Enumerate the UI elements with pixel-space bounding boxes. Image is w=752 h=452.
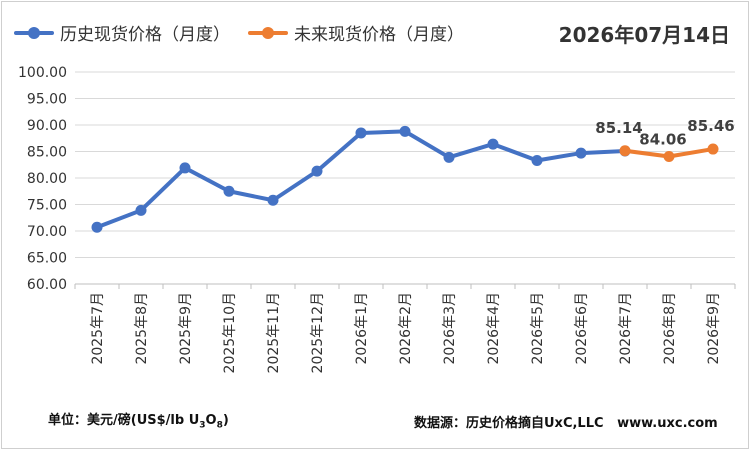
unit-sub-8: 8 (216, 420, 223, 431)
data-point-historical (135, 204, 147, 216)
x-tick-label: 2025年11月 (266, 292, 282, 373)
y-tick-label: 70.00 (27, 224, 67, 240)
data-point-historical (179, 162, 191, 174)
x-tick-label: 2026年9月 (706, 292, 722, 365)
data-point-historical (487, 138, 499, 150)
data-point-historical (399, 125, 411, 137)
y-tick-label: 90.00 (27, 118, 67, 134)
x-tick-label: 2025年10月 (222, 292, 238, 373)
y-tick-label: 100.00 (18, 65, 67, 81)
data-point-historical (355, 127, 367, 139)
data-point-historical (575, 147, 587, 159)
unit-mid: O (205, 413, 217, 428)
date-title: 2026年07月14日 (558, 23, 730, 47)
data-point-historical (443, 151, 455, 163)
data-point-forecast (663, 150, 675, 162)
data-point-historical (223, 185, 235, 197)
y-tick-label: 80.00 (27, 171, 67, 187)
x-tick-label: 2026年2月 (398, 292, 414, 365)
data-point-historical (91, 221, 103, 233)
x-tick-label: 2026年1月 (354, 292, 370, 365)
unit-note: 单位：美元/磅(US$/lb U3O8) (48, 409, 229, 431)
y-tick-label: 75.00 (27, 198, 67, 214)
data-label: 85.14 (595, 119, 642, 137)
x-tick-label: 2026年6月 (574, 292, 590, 365)
data-point-historical (311, 165, 323, 177)
legend-label-historical: 历史现货价格（月度） (60, 25, 230, 45)
x-tick-label: 2026年7月 (618, 292, 634, 365)
y-tick-label: 60.00 (27, 277, 67, 293)
x-tick-label: 2026年5月 (530, 292, 546, 365)
source-note: 数据源：历史价格摘自UxC,LLC www.uxc.com (414, 416, 718, 431)
x-tick-label: 2025年7月 (90, 292, 106, 365)
unit-suffix: ) (222, 413, 229, 428)
legend-label-forecast: 未来现货价格（月度） (294, 25, 464, 45)
unit-prefix: 单位：美元/磅(US$/lb U (48, 413, 200, 428)
data-point-historical (531, 155, 543, 167)
data-point-forecast (619, 145, 631, 157)
data-point-historical (267, 194, 279, 206)
y-tick-label: 95.00 (27, 92, 67, 108)
unit-sub-3: 3 (199, 420, 206, 431)
data-label: 84.06 (639, 130, 686, 148)
x-tick-label: 2026年8月 (662, 292, 678, 365)
x-tick-label: 2025年9月 (178, 292, 194, 365)
legend: 历史现货价格（月度） 未来现货价格（月度） (14, 20, 464, 45)
y-tick-label: 65.00 (27, 251, 67, 267)
series-line-historical (95, 129, 627, 230)
legend-item-historical: 历史现货价格（月度） (14, 20, 230, 45)
x-tick-label: 2026年3月 (442, 292, 458, 365)
y-tick-label: 85.00 (27, 145, 67, 161)
legend-swatch-historical (14, 26, 54, 40)
data-label: 85.46 (687, 117, 734, 135)
legend-swatch-forecast (248, 26, 288, 40)
legend-item-forecast: 未来现货价格（月度） (248, 20, 464, 45)
x-tick-label: 2025年8月 (134, 292, 150, 365)
x-tick-label: 2026年4月 (486, 292, 502, 365)
data-point-forecast (707, 143, 719, 155)
x-tick-label: 2025年12月 (310, 292, 326, 373)
